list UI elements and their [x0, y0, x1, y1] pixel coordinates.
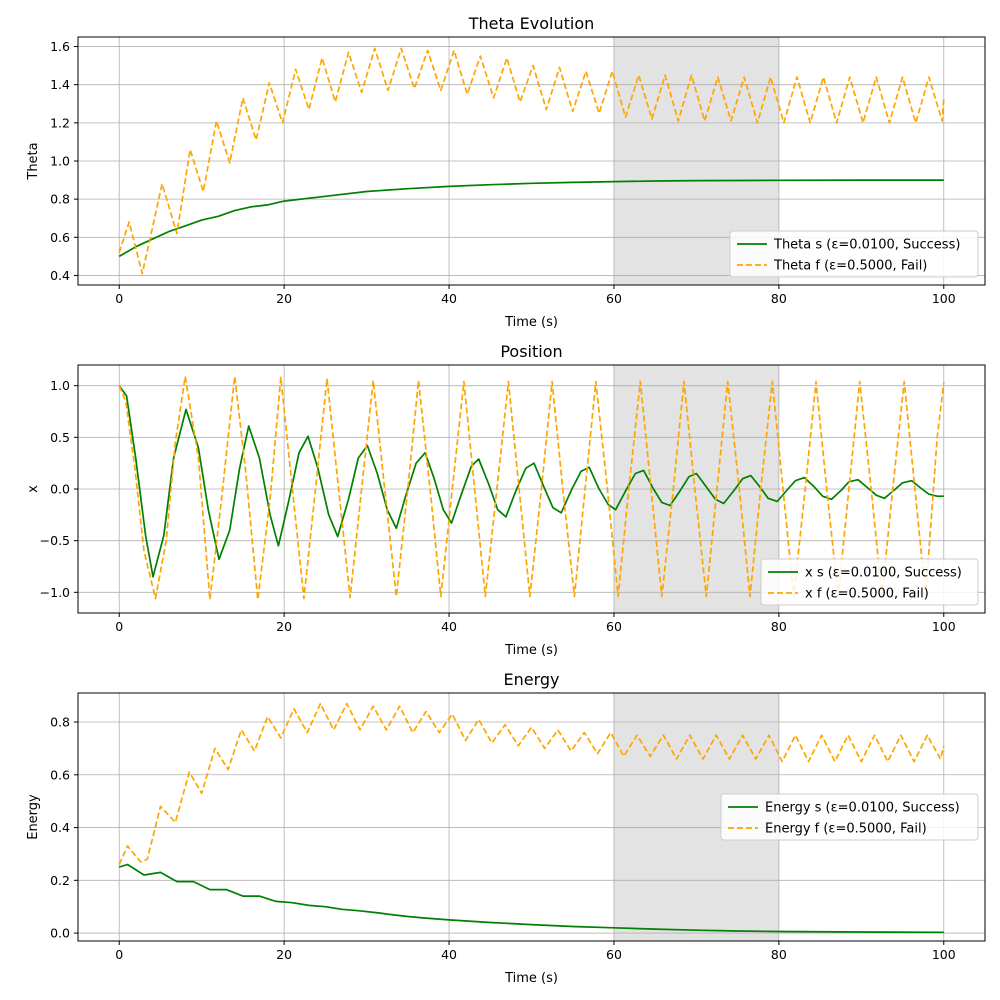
- x-tick-label: 40: [441, 947, 457, 962]
- chart-title: Energy: [503, 670, 559, 689]
- x-tick-label: 60: [606, 291, 622, 306]
- y-tick-label: 0.8: [50, 715, 70, 730]
- x-tick-label: 80: [771, 619, 787, 634]
- y-axis-label: Energy: [26, 794, 41, 840]
- chart-title: Position: [500, 342, 562, 361]
- legend-label: x f (ε=0.5000, Fail): [805, 587, 929, 602]
- y-tick-label: 1.4: [50, 77, 70, 92]
- legend: Energy s (ε=0.0100, Success) Energy f (ε=…: [720, 793, 979, 841]
- legend: x s (ε=0.0100, Success) x f (ε=0.5000, Fa…: [760, 558, 979, 606]
- legend: Theta s (ε=0.0100, Success) Theta f (ε=0.…: [729, 230, 979, 278]
- x-tick-label: 0: [115, 619, 123, 634]
- x-tick-label: 0: [115, 947, 123, 962]
- x-axis-label: Time (s): [504, 971, 558, 986]
- legend-box: [729, 230, 979, 278]
- y-tick-label: 0.4: [50, 268, 70, 283]
- x-tick-label: 60: [606, 947, 622, 962]
- y-tick-label: 0.0: [50, 482, 70, 497]
- y-tick-label: 0.6: [50, 767, 70, 782]
- x-tick-label: 100: [932, 619, 956, 634]
- y-tick-label: 0.8: [50, 192, 70, 207]
- series-line-1: [118, 385, 944, 578]
- y-tick-label: 1.2: [50, 115, 70, 130]
- chart-title: Theta Evolution: [468, 14, 595, 33]
- x-tick-label: 20: [276, 947, 292, 962]
- x-tick-label: 20: [276, 619, 292, 634]
- y-tick-label: 0.2: [50, 873, 70, 888]
- x-tick-label: 60: [606, 619, 622, 634]
- series-line-2: [118, 702, 945, 865]
- legend-box: [720, 793, 979, 841]
- y-tick-label: 0.4: [50, 820, 70, 835]
- axes-frame: [77, 692, 986, 942]
- chart-panel-2: 0 20 40 60 80 100 −1.0 −0.5 0.0 0.5 1.0 Position Tim…: [26, 342, 986, 658]
- x-tick-label: 100: [932, 947, 956, 962]
- legend-label: Theta f (ε=0.5000, Fail): [773, 259, 927, 274]
- y-axis-label: x: [26, 485, 41, 493]
- chart-panel-1: 0 20 40 60 80 100 0.4 0.6 0.8 1.0 1.2 1.4 1.6 Theta E…: [26, 14, 986, 330]
- series-line-1: [118, 863, 944, 934]
- y-tick-label: −0.5: [40, 533, 70, 548]
- legend-label: Theta s (ε=0.0100, Success): [773, 238, 960, 253]
- x-tick-label: 100: [932, 291, 956, 306]
- y-tick-label: 0.0: [50, 926, 70, 941]
- y-tick-label: −1.0: [40, 585, 70, 600]
- x-tick-label: 40: [441, 619, 457, 634]
- series-line-2: [118, 47, 945, 275]
- legend-label: Energy f (ε=0.5000, Fail): [765, 822, 927, 837]
- y-axis-label: Theta: [26, 142, 41, 180]
- y-tick-label: 0.5: [50, 430, 70, 445]
- y-tick-label: 0.6: [50, 230, 70, 245]
- legend-label: Energy s (ε=0.0100, Success): [765, 801, 960, 816]
- x-tick-label: 80: [771, 291, 787, 306]
- x-tick-label: 40: [441, 291, 457, 306]
- x-tick-label: 20: [276, 291, 292, 306]
- x-tick-label: 0: [115, 291, 123, 306]
- legend-box: [760, 558, 979, 606]
- x-axis-label: Time (s): [504, 315, 558, 330]
- x-tick-label: 80: [771, 947, 787, 962]
- series-line-2: [118, 375, 945, 601]
- legend-label: x s (ε=0.0100, Success): [805, 566, 962, 581]
- x-axis-label: Time (s): [504, 643, 558, 658]
- y-tick-label: 1.0: [50, 378, 70, 393]
- series-line-1: [118, 179, 944, 258]
- y-tick-label: 1.6: [50, 39, 70, 54]
- chart-panel-3: 0 20 40 60 80 100 0.0 0.2 0.4 0.6 0.8 Energy Time (s…: [26, 670, 986, 986]
- y-tick-label: 1.0: [50, 154, 70, 169]
